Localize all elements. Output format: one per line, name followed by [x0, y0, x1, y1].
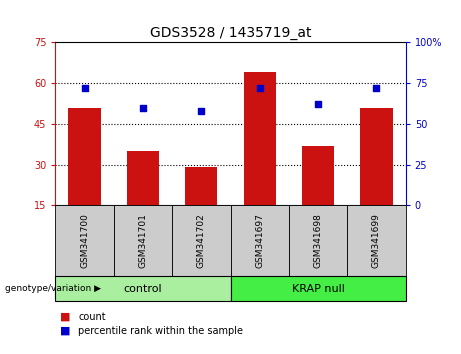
Point — [198, 108, 205, 114]
Bar — [185, 167, 218, 205]
Text: genotype/variation ▶: genotype/variation ▶ — [5, 284, 100, 293]
Point — [373, 85, 380, 91]
Text: ■: ■ — [60, 312, 71, 322]
Text: count: count — [78, 312, 106, 322]
Text: ■: ■ — [60, 326, 71, 336]
Bar — [302, 145, 334, 205]
Text: GSM341701: GSM341701 — [138, 213, 148, 268]
Text: GSM341697: GSM341697 — [255, 213, 264, 268]
Point — [81, 85, 88, 91]
Title: GDS3528 / 1435719_at: GDS3528 / 1435719_at — [150, 26, 311, 40]
Text: GSM341698: GSM341698 — [313, 213, 323, 268]
Text: GSM341702: GSM341702 — [197, 213, 206, 268]
Bar — [361, 108, 393, 205]
Text: control: control — [124, 284, 162, 293]
Point — [139, 105, 147, 110]
Bar — [69, 108, 100, 205]
Text: percentile rank within the sample: percentile rank within the sample — [78, 326, 243, 336]
Text: GSM341699: GSM341699 — [372, 213, 381, 268]
Text: KRAP null: KRAP null — [292, 284, 344, 293]
Point — [314, 102, 322, 107]
Bar — [243, 72, 276, 205]
Point — [256, 85, 263, 91]
Bar — [127, 151, 159, 205]
Text: GSM341700: GSM341700 — [80, 213, 89, 268]
